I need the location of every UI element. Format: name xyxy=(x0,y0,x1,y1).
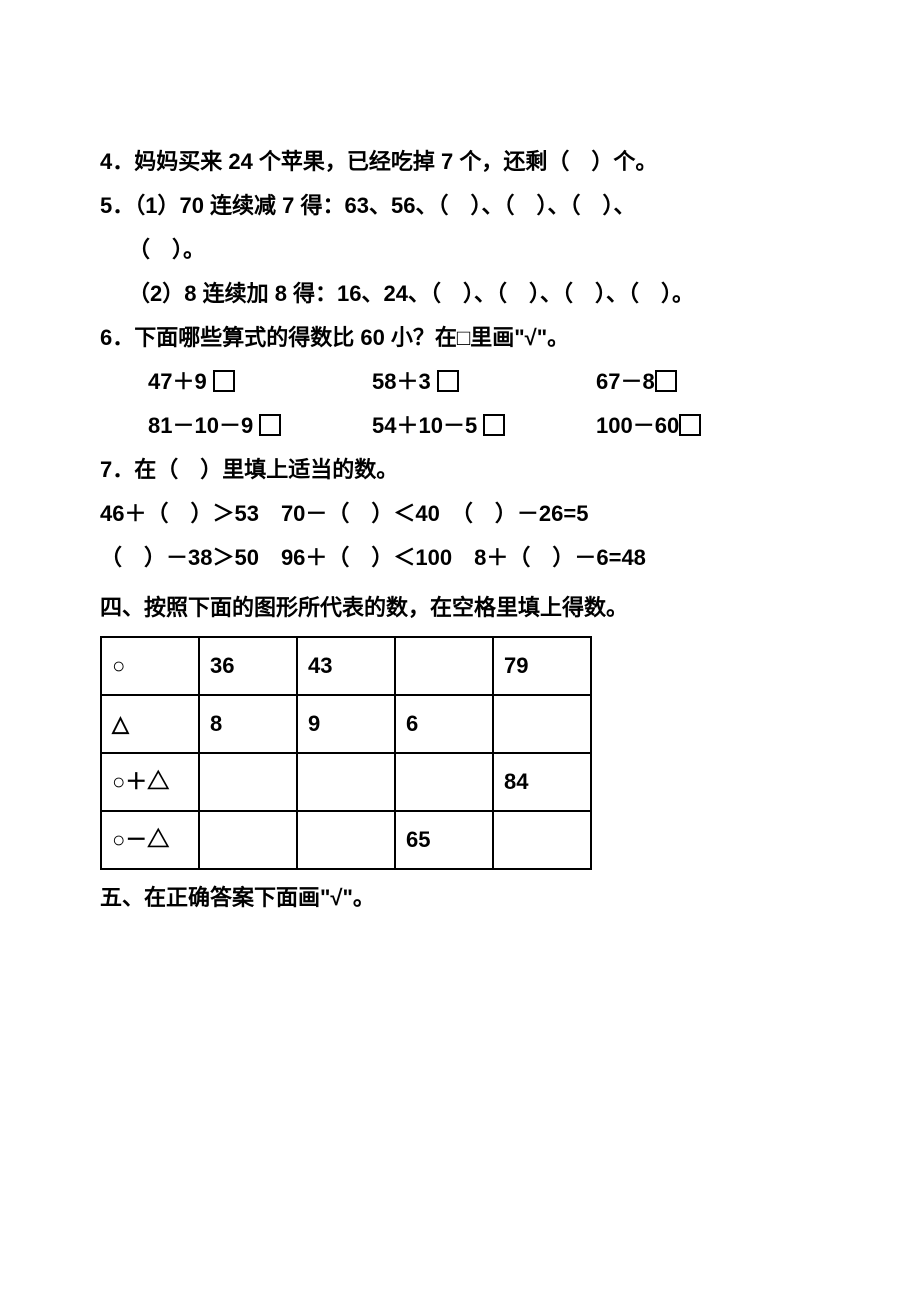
table-cell xyxy=(493,695,591,753)
table-cell xyxy=(297,753,395,811)
question-5-2: （2）8 连续加 8 得：16、24、（ ）、（ ）、（ ）、（ ）。 xyxy=(100,272,820,316)
section-4-title: 四、按照下面的图形所代表的数，在空格里填上得数。 xyxy=(100,586,820,630)
table-cell: ○－△ xyxy=(101,811,199,869)
q6-r2-a: 81－10－9 xyxy=(148,404,372,448)
table-cell: 43 xyxy=(297,637,395,695)
table-cell: 36 xyxy=(199,637,297,695)
table-cell: 9 xyxy=(297,695,395,753)
section-5-title: 五、在正确答案下面画"√"。 xyxy=(100,876,820,920)
table-cell: ○ xyxy=(101,637,199,695)
checkbox-icon[interactable] xyxy=(655,370,677,392)
question-6-row1: 47＋9 58＋3 67－8 xyxy=(100,360,820,404)
question-7-title: 7．在（ ）里填上适当的数。 xyxy=(100,448,820,492)
question-7-row1: 46＋（ ）＞53 70－（ ）＜40 （ ）－26=5 xyxy=(100,492,820,536)
table-cell xyxy=(199,753,297,811)
table-cell xyxy=(493,811,591,869)
table-row: ○＋△ 84 xyxy=(101,753,591,811)
question-6-title: 6．下面哪些算式的得数比 60 小？在□里画"√"。 xyxy=(100,316,820,360)
table-row: ○－△ 65 xyxy=(101,811,591,869)
table-cell: ○＋△ xyxy=(101,753,199,811)
checkbox-icon[interactable] xyxy=(437,370,459,392)
q6-r2-b: 54＋10－5 xyxy=(372,404,596,448)
checkbox-icon[interactable] xyxy=(259,414,281,436)
q6-r1-a: 47＋9 xyxy=(148,360,372,404)
q6-r1-c: 67－8 xyxy=(596,360,820,404)
q6-r1-b: 58＋3 xyxy=(372,360,596,404)
table-cell: △ xyxy=(101,695,199,753)
question-5-1b: （ ）。 xyxy=(100,228,820,272)
checkbox-icon[interactable] xyxy=(679,414,701,436)
table-cell: 65 xyxy=(395,811,493,869)
table-row: ○3643 79 xyxy=(101,637,591,695)
question-5-1a: 5．（1）70 连续减 7 得：63、56、（ ）、（ ）、（ ）、 xyxy=(100,184,820,228)
table-cell: 84 xyxy=(493,753,591,811)
q6-r2-c: 100－60 xyxy=(596,404,820,448)
checkbox-icon[interactable] xyxy=(483,414,505,436)
table-cell: 79 xyxy=(493,637,591,695)
table-row: △896 xyxy=(101,695,591,753)
table-cell xyxy=(395,637,493,695)
table-cell: 6 xyxy=(395,695,493,753)
shape-value-table: ○364379△896○＋△84○－△65 xyxy=(100,636,592,870)
question-7-row2: （ ）－38＞50 96＋（ ）＜100 8＋（ ）－6=48 xyxy=(100,536,820,580)
table-cell xyxy=(199,811,297,869)
checkbox-icon[interactable] xyxy=(213,370,235,392)
table-cell xyxy=(395,753,493,811)
table-cell xyxy=(297,811,395,869)
question-4: 4．妈妈买来 24 个苹果，已经吃掉 7 个，还剩（ ）个。 xyxy=(100,140,820,184)
table-cell: 8 xyxy=(199,695,297,753)
question-6-row2: 81－10－9 54＋10－5 100－60 xyxy=(100,404,820,448)
